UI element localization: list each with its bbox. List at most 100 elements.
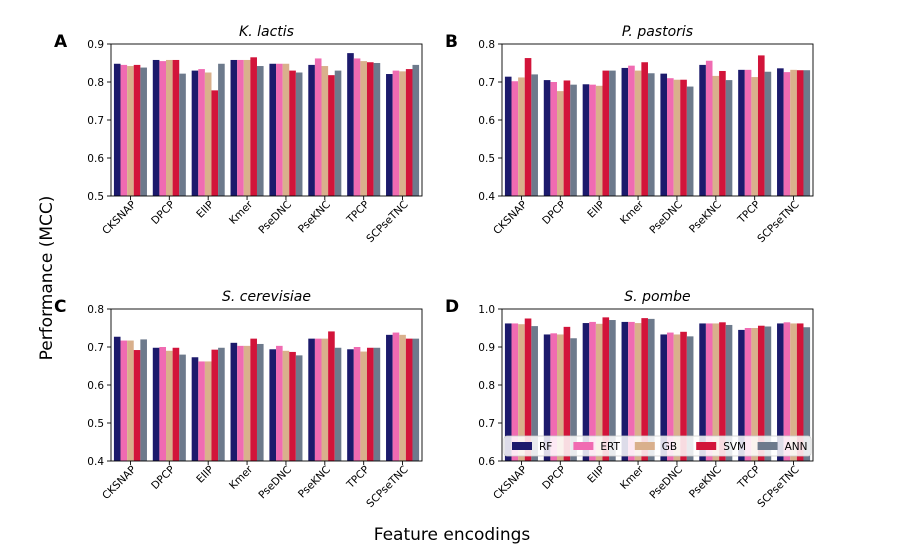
- panel-c-bar-rf-tpcp: [347, 349, 354, 461]
- panel-c-category-label-dpcp: DPCP: [149, 464, 177, 492]
- panel-c-bar-gb-eiip: [204, 361, 212, 461]
- panel-d-bar-gb-psednc: [673, 334, 681, 461]
- panel-a-bar-ert-tpcp: [353, 58, 361, 196]
- panel-b-bar-gb-eiip: [595, 85, 603, 196]
- panel-d-bar-rf-eiip: [582, 323, 590, 461]
- panel-d-bar-svm-eiip: [602, 317, 610, 461]
- panel-d-ytick-label-1: 0.7: [478, 418, 495, 430]
- panel-a-bar-rf-pseknc: [308, 64, 315, 197]
- panel-b-category-label-scpsetnc: SCPseTNC: [755, 199, 801, 245]
- legend-label-ann: ANN: [785, 441, 808, 453]
- panel-d-bar-svm-scpsetnc: [796, 323, 804, 461]
- panel-b-ytick-label-3: 0.7: [478, 77, 495, 89]
- panel-a-bar-svm-dpcp: [172, 59, 180, 197]
- panel-a-bar-rf-psednc: [269, 63, 277, 197]
- panel-c-bar-svm-psednc: [289, 351, 296, 461]
- panel-c-letter: C: [54, 297, 66, 317]
- panel-d-bar-ert-dpcp: [550, 333, 558, 461]
- panel-c-bar-gb-kmer: [243, 345, 251, 461]
- panel-c-bar-rf-cksnap: [113, 336, 121, 461]
- panel-d-bar-ert-psednc: [667, 332, 674, 461]
- panel-b-bar-svm-pseknc: [719, 70, 726, 196]
- legend: RF ERT GB SVM ANN: [503, 435, 812, 457]
- panel-d-bar-rf-kmer: [621, 321, 629, 461]
- panel-a-bar-svm-kmer: [250, 57, 257, 196]
- panel-d-bar-svm-dpcp: [563, 326, 571, 461]
- panel-a-bar-ert-scpsetnc: [392, 70, 400, 196]
- panel-c-ytick-label-3: 0.7: [87, 342, 104, 354]
- panel-b-bar-ann-scpsetnc: [803, 70, 811, 196]
- panel-d-bar-ann-pseknc: [725, 324, 733, 461]
- panel-c-bar-gb-psednc: [282, 350, 290, 461]
- panel-c-ytick-label-0: 0.4: [87, 456, 104, 468]
- panel-b-bar-svm-cksnap: [524, 58, 532, 197]
- panel-b-bar-ann-kmer: [647, 73, 655, 196]
- panel-d-bar-ert-cksnap: [511, 323, 519, 461]
- panel-d-bar-gb-eiip: [595, 323, 603, 461]
- panel-b-bar-gb-kmer: [634, 70, 642, 196]
- panel-b-bar-gb-cksnap: [518, 77, 525, 196]
- panel-a-category-label-tpcp: TPCP: [344, 199, 372, 227]
- panel-a-bar-gb-kmer: [243, 59, 251, 197]
- panel-a-bar-svm-cksnap: [133, 64, 141, 197]
- panel-a-category-label-kmer: Kmer: [227, 198, 256, 227]
- panel-b-ytick-label-1: 0.5: [478, 153, 495, 165]
- panel-a-bar-ann-eiip: [218, 63, 225, 197]
- panel-a-letter: A: [54, 32, 68, 52]
- panel-b-bar-svm-eiip: [602, 70, 610, 196]
- panel-a-bar-rf-kmer: [230, 59, 238, 197]
- panel-b-bar-svm-kmer: [641, 62, 648, 196]
- panel-c-category-label-pseknc: PseKNC: [296, 464, 333, 501]
- panel-b-bar-ert-dpcp: [550, 82, 558, 196]
- panel-d-ytick-label-0: 0.6: [478, 456, 495, 468]
- panel-a-bar-ann-pseknc: [334, 70, 342, 196]
- panel-c-bar-svm-eiip: [211, 349, 219, 461]
- panel-b-bar-rf-kmer: [621, 67, 629, 196]
- panel-c-bar-rf-dpcp: [152, 347, 160, 461]
- legend-box: [503, 435, 812, 457]
- panel-b-bar-ert-psednc: [667, 78, 674, 196]
- panel-c-bar-gb-scpsetnc: [399, 334, 406, 461]
- panel-d-bar-ert-eiip: [589, 321, 596, 461]
- panel-a-bar-ert-eiip: [198, 69, 205, 196]
- panel-b-category-label-cksnap: CKSNAP: [491, 199, 529, 237]
- panel-a-category-label-eiip: EIIP: [194, 199, 216, 221]
- panel-b-category-label-pseknc: PseKNC: [687, 199, 724, 236]
- panel-c-bar-gb-cksnap: [127, 340, 134, 461]
- panel-b-bar-ann-eiip: [609, 70, 616, 196]
- panel-c-category-label-kmer: Kmer: [227, 463, 256, 492]
- panel-b-bar-svm-dpcp: [563, 80, 571, 196]
- panel-d-bar-svm-pseknc: [719, 322, 726, 461]
- panel-c-ytick-label-4: 0.8: [87, 304, 104, 316]
- panel-a-bar-svm-scpsetnc: [405, 69, 413, 196]
- panel-d-category-label-pseknc: PseKNC: [687, 464, 724, 501]
- panel-c-bar-ert-cksnap: [120, 340, 128, 461]
- panel-b-bar-rf-tpcp: [738, 69, 745, 196]
- panel-b-category-label-dpcp: DPCP: [540, 199, 568, 227]
- panel-c-bar-rf-psednc: [269, 349, 277, 461]
- panel-c-bar-ert-pseknc: [314, 338, 322, 461]
- panel-d-bar-svm-kmer: [641, 318, 648, 461]
- panel-d-bar-ann-tpcp: [764, 326, 772, 461]
- panel-c-category-label-psednc: PseDNC: [256, 464, 294, 502]
- panel-a-bar-gb-cksnap: [127, 66, 134, 196]
- panel-d-bar-rf-pseknc: [699, 323, 706, 461]
- panel-a-bar-ann-kmer: [256, 66, 264, 196]
- panel-c-bar-rf-scpsetnc: [386, 334, 393, 461]
- panel-b-bar-rf-eiip: [582, 84, 590, 196]
- panel-a-bar-gb-dpcp: [166, 59, 173, 197]
- panel-c-bar-rf-pseknc: [308, 338, 315, 461]
- panel-d-bar-ann-cksnap: [531, 326, 538, 461]
- panel-c-bar-ert-scpsetnc: [392, 332, 400, 461]
- panel-b-bar-gb-pseknc: [712, 75, 720, 196]
- panel-a-bar-gb-eiip: [204, 72, 212, 196]
- panel-b-bar-ert-cksnap: [511, 81, 519, 196]
- panel-d-bar-ert-kmer: [628, 321, 635, 461]
- panel-c-bar-ann-scpsetnc: [412, 338, 420, 461]
- panel-b-category-label-kmer: Kmer: [618, 198, 647, 227]
- panel-a-bar-rf-dpcp: [152, 59, 160, 197]
- panel-a-bar-ert-kmer: [237, 59, 244, 197]
- figure-ylabel: Performance (MCC): [37, 196, 57, 361]
- panel-d-title: S. pombe: [624, 289, 690, 305]
